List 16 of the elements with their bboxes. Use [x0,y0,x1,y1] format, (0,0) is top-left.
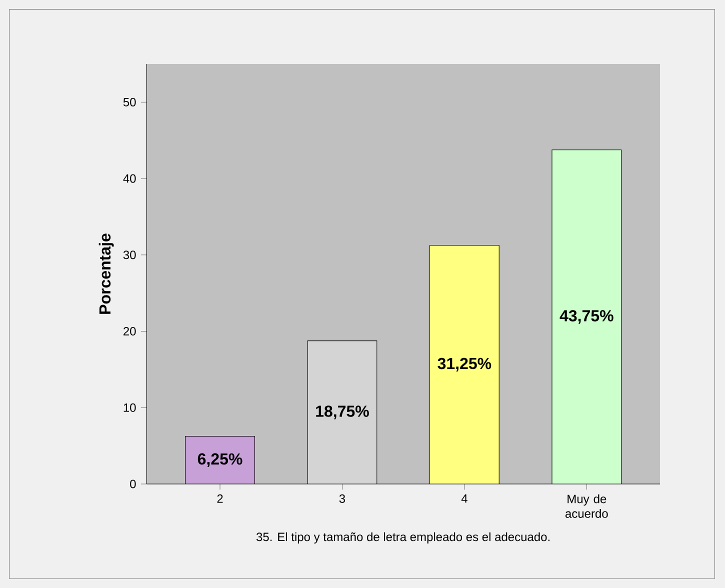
y-tick-label: 10 [124,403,136,412]
y-tick-label: 30 [123,250,136,260]
y-tick-label: 20 [124,327,136,336]
data-label: 31,25% [438,358,492,372]
data-label: 18,75% [316,406,369,420]
x-tick-label: 4 [461,494,468,503]
y-tick-label: 40 [123,174,136,183]
y-axis-title: Porcentaje [98,234,114,314]
x-tick-label: 2 [217,494,223,503]
y-tick-label: 0 [130,480,136,488]
y-tick-label: 50 [123,98,136,106]
data-label: 43,75% [560,310,614,324]
data-label: 6,25% [198,453,242,467]
x-tick-label: Muy de acuerdo [565,494,608,518]
x-tick-label: 3 [339,494,346,503]
x-axis-title: 35. El tipo y tamaño de letra empleado es el adecuado. [256,532,550,544]
